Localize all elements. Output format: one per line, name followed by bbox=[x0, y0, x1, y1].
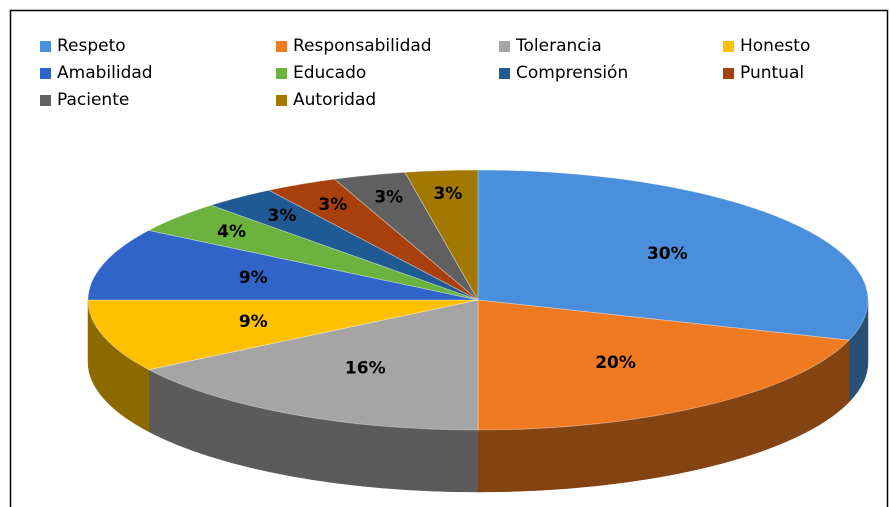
slice bbox=[404, 169, 479, 302]
legend-label: Puntual bbox=[740, 63, 804, 83]
slice bbox=[209, 189, 479, 301]
legend-swatch bbox=[276, 68, 287, 79]
legend-label: Respeto bbox=[57, 36, 126, 56]
legend-swatch bbox=[276, 95, 287, 106]
slice bbox=[147, 299, 479, 431]
legend-swatch bbox=[499, 41, 510, 52]
legend-swatch bbox=[40, 95, 51, 106]
legend-label: Autoridad bbox=[293, 90, 376, 110]
legend-swatch bbox=[40, 41, 51, 52]
frame bbox=[9, 9, 889, 507]
legend-label: Tolerancia bbox=[515, 36, 602, 56]
slice bbox=[333, 171, 479, 301]
legend-label: Paciente bbox=[57, 90, 129, 110]
slice bbox=[267, 178, 479, 301]
slice bbox=[87, 229, 479, 301]
data-label: 30% bbox=[647, 244, 688, 264]
legend-label: Responsabilidad bbox=[293, 36, 432, 56]
legend-swatch bbox=[40, 68, 51, 79]
legend-swatch bbox=[499, 68, 510, 79]
legend-label: Honesto bbox=[740, 36, 810, 56]
slice bbox=[477, 169, 869, 341]
legend-label: Educado bbox=[293, 63, 366, 83]
legend-label: Comprensión bbox=[516, 63, 628, 83]
legend-swatch bbox=[276, 41, 287, 52]
data-label: 3% bbox=[374, 188, 403, 208]
data-label: 9% bbox=[239, 312, 268, 332]
legend-swatch bbox=[723, 41, 734, 52]
data-label: 3% bbox=[318, 195, 347, 215]
data-label: 3% bbox=[433, 184, 462, 204]
data-label: 20% bbox=[595, 353, 636, 373]
legend-label: Amabilidad bbox=[57, 63, 153, 83]
data-label: 16% bbox=[345, 358, 386, 378]
slice bbox=[87, 299, 479, 371]
slice bbox=[147, 204, 479, 301]
data-label: 4% bbox=[217, 222, 246, 242]
slice bbox=[477, 299, 850, 431]
legend-swatch bbox=[723, 68, 734, 79]
data-label: 3% bbox=[268, 206, 297, 226]
data-label: 9% bbox=[239, 268, 268, 288]
